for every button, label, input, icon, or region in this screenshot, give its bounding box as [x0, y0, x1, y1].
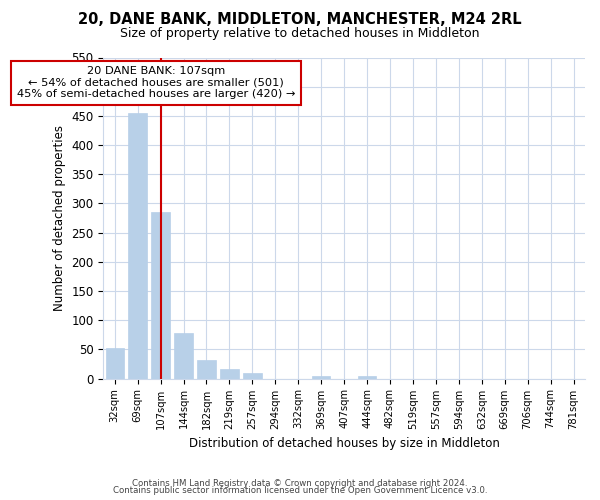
- Bar: [358, 376, 376, 378]
- Bar: [243, 374, 262, 378]
- Text: Contains public sector information licensed under the Open Government Licence v3: Contains public sector information licen…: [113, 486, 487, 495]
- Bar: [312, 376, 331, 378]
- Bar: [175, 333, 193, 378]
- Text: 20 DANE BANK: 107sqm
← 54% of detached houses are smaller (501)
45% of semi-deta: 20 DANE BANK: 107sqm ← 54% of detached h…: [17, 66, 295, 100]
- Bar: [220, 368, 239, 378]
- Bar: [151, 212, 170, 378]
- Bar: [197, 360, 215, 378]
- Text: Contains HM Land Registry data © Crown copyright and database right 2024.: Contains HM Land Registry data © Crown c…: [132, 478, 468, 488]
- Bar: [128, 113, 147, 378]
- X-axis label: Distribution of detached houses by size in Middleton: Distribution of detached houses by size …: [188, 437, 500, 450]
- Bar: [106, 348, 124, 378]
- Text: Size of property relative to detached houses in Middleton: Size of property relative to detached ho…: [120, 28, 480, 40]
- Text: 20, DANE BANK, MIDDLETON, MANCHESTER, M24 2RL: 20, DANE BANK, MIDDLETON, MANCHESTER, M2…: [78, 12, 522, 28]
- Y-axis label: Number of detached properties: Number of detached properties: [53, 125, 66, 311]
